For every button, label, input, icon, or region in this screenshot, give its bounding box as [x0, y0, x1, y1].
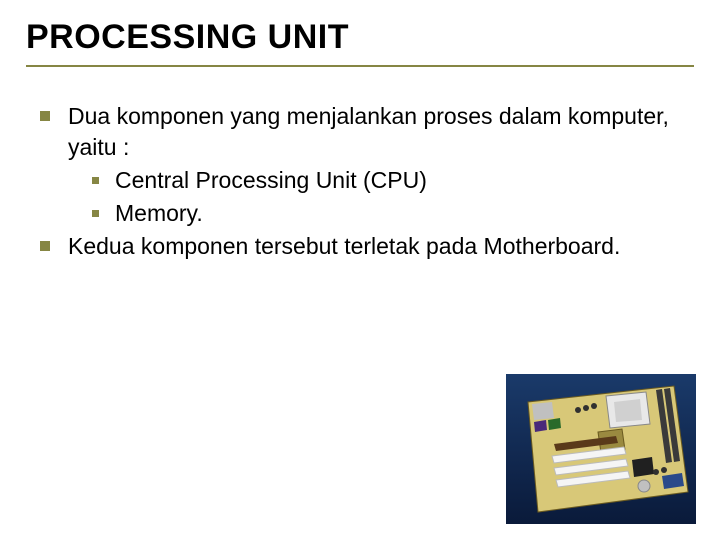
small-square-bullet-icon [92, 177, 99, 184]
sub-bullet-text: Central Processing Unit (CPU) [115, 165, 427, 196]
bullet-text: Kedua komponen tersebut terletak pada Mo… [68, 231, 620, 262]
motherboard-image [506, 374, 696, 524]
sub-bullet-item: Central Processing Unit (CPU) [92, 165, 694, 196]
sub-bullet-text: Memory. [115, 198, 203, 229]
title-underline: PROCESSING UNIT [26, 18, 694, 67]
bullet-item: Kedua komponen tersebut terletak pada Mo… [40, 231, 694, 262]
bullet-item: Dua komponen yang menjalankan proses dal… [40, 101, 694, 163]
slide: PROCESSING UNIT Dua komponen yang menjal… [0, 0, 720, 540]
sub-bullet-item: Memory. [92, 198, 694, 229]
small-square-bullet-icon [92, 210, 99, 217]
square-bullet-icon [40, 241, 50, 251]
square-bullet-icon [40, 111, 50, 121]
slide-title: PROCESSING UNIT [26, 18, 694, 57]
bullet-text: Dua komponen yang menjalankan proses dal… [68, 101, 694, 163]
content-area: Dua komponen yang menjalankan proses dal… [26, 101, 694, 262]
